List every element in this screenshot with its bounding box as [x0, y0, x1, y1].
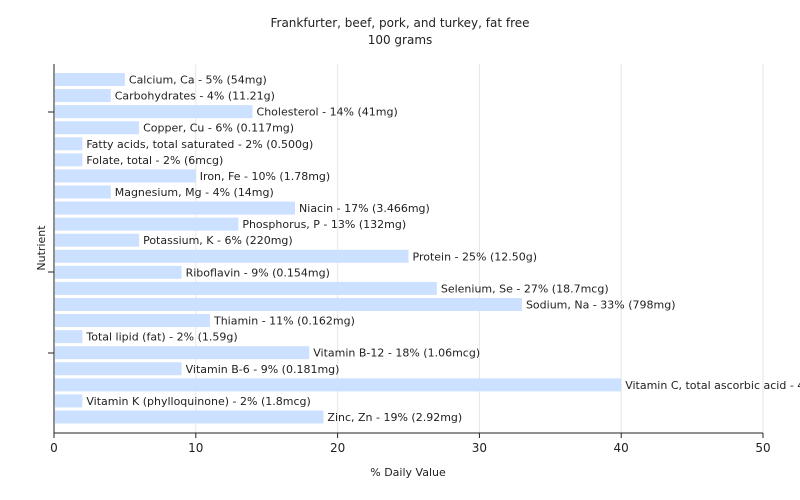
x-tick-label: 50 — [755, 441, 770, 455]
bar-label: Cholesterol - 14% (41mg) — [257, 106, 398, 119]
bar-11 — [55, 233, 140, 247]
chart-title: Frankfurter, beef, pork, and turkey, fat… — [270, 16, 529, 30]
bar-label: Carbohydrates - 4% (11.21g) — [115, 90, 275, 103]
bar-20 — [55, 378, 622, 392]
bar-1 — [55, 73, 125, 86]
bars-group — [55, 73, 622, 424]
bar-8 — [55, 185, 111, 199]
bar-labels-group: Calcium, Ca - 5% (54mg) Carbohydrates - 4… — [85, 74, 800, 424]
bar-19 — [55, 362, 182, 376]
bar-label: Vitamin B-6 - 9% (0.181mg) — [186, 363, 340, 376]
bar-13 — [55, 265, 182, 279]
bar-label: Vitamin B-12 - 18% (1.06mcg) — [313, 347, 480, 360]
bar-6 — [55, 153, 83, 167]
gridlines — [195, 64, 764, 433]
bar-label: Sodium, Na - 33% (798mg) — [526, 298, 676, 311]
bar-18 — [55, 346, 310, 360]
bar-label: Copper, Cu - 6% (0.117mg) — [143, 122, 294, 135]
bar-9 — [55, 201, 296, 215]
x-tick-label: 0 — [50, 441, 58, 455]
bar-label: Fatty acids, total saturated - 2% (0.500… — [86, 138, 313, 151]
x-tick-label: 30 — [472, 441, 487, 455]
chart-subtitle: 100 grams — [368, 33, 433, 47]
axes-group — [48, 64, 763, 434]
x-tick-label: 20 — [330, 441, 345, 455]
y-axis-label: Nutrient — [35, 225, 48, 271]
bar-5 — [55, 137, 83, 151]
bar-21 — [55, 394, 83, 408]
bar-17 — [55, 330, 83, 344]
bar-label: Potassium, K - 6% (220mg) — [143, 234, 293, 247]
bar-label: Niacin - 17% (3.466mg) — [299, 202, 430, 215]
x-ticks-group: 0 10 20 30 40 50 — [50, 433, 771, 455]
x-axis-label: % Daily Value — [370, 466, 446, 479]
bar-2 — [55, 89, 111, 103]
bar-label: Total lipid (fat) - 2% (1.59g) — [85, 331, 237, 344]
x-tick-label: 40 — [614, 441, 629, 455]
bar-7 — [55, 169, 196, 183]
bar-label: Phosphorus, P - 13% (132mg) — [242, 218, 406, 231]
bar-label: Folate, total - 2% (6mcg) — [86, 154, 223, 167]
bar-4 — [55, 121, 140, 135]
bar-label: Selenium, Se - 27% (18.7mcg) — [441, 282, 609, 295]
bar-label: Thiamin - 11% (0.162mg) — [213, 315, 355, 328]
bar-12 — [55, 249, 409, 263]
bar-label: Vitamin C, total ascorbic acid - 40% (24… — [625, 379, 800, 392]
bar-label: Vitamin K (phylloquinone) - 2% (1.8mcg) — [86, 395, 310, 408]
bar-label: Calcium, Ca - 5% (54mg) — [129, 74, 267, 87]
bar-label: Riboflavin - 9% (0.154mg) — [186, 266, 330, 279]
bar-22 — [55, 410, 324, 424]
bar-label: Iron, Fe - 10% (1.78mg) — [200, 170, 330, 183]
x-tick-label: 10 — [188, 441, 203, 455]
bar-label: Protein - 25% (12.50g) — [413, 250, 538, 263]
bar-15 — [55, 297, 522, 311]
bar-label: Magnesium, Mg - 4% (14mg) — [115, 186, 274, 199]
bar-14 — [55, 281, 437, 295]
bar-label: Zinc, Zn - 19% (2.92mg) — [327, 411, 462, 424]
bar-3 — [55, 105, 253, 119]
bar-10 — [55, 217, 239, 231]
bar-16 — [55, 314, 210, 328]
